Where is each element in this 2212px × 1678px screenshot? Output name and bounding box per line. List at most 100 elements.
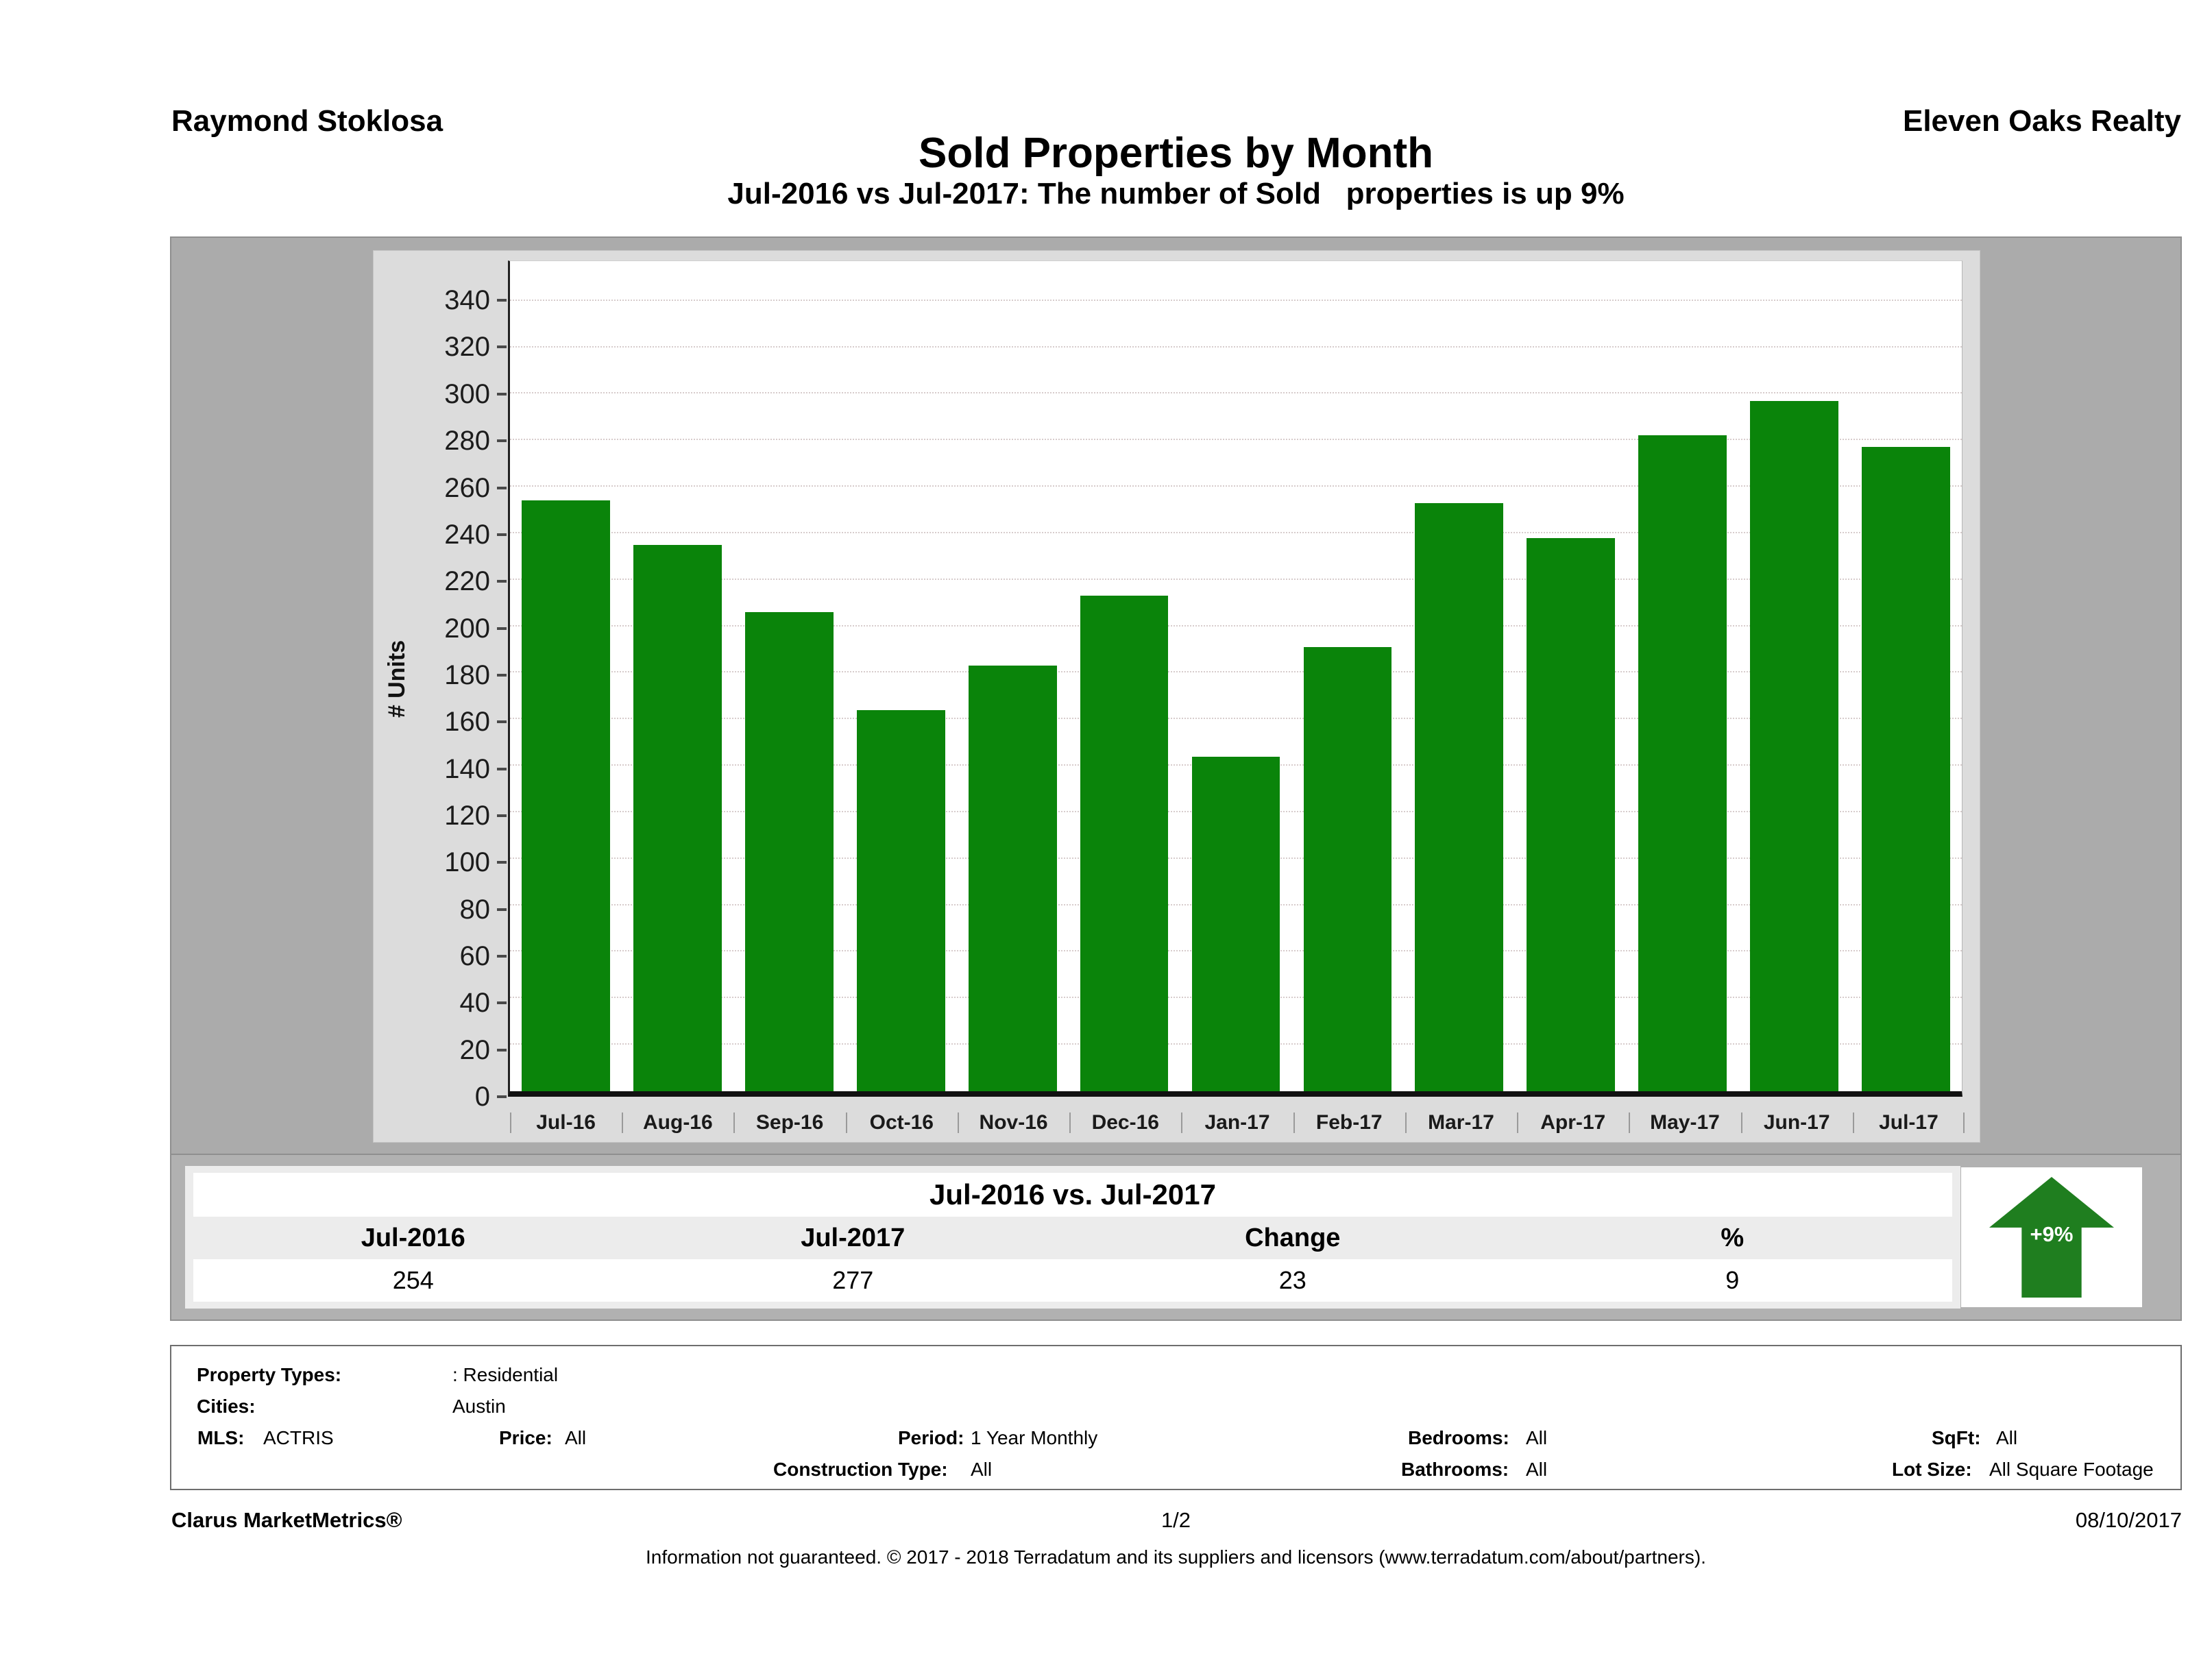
agent-name: Raymond Stoklosa [171,104,443,138]
y-tick-mark [497,439,507,443]
y-tick-label-340: 340 [444,285,490,316]
gridline-340 [510,299,1962,301]
y-tick-label-0: 0 [474,1082,490,1112]
summary-header-row: Jul-2016 Jul-2017 Change % [193,1217,1952,1259]
summary-val-jul2016: 254 [392,1266,434,1294]
price-value: All [565,1427,587,1448]
mls-label: MLS: [197,1427,245,1448]
bar-slot-Sep-16 [733,261,845,1091]
x-axis-labels: Jul-16 Aug-16 Sep-16 Oct-16 Nov-16 Dec-16 Jan-… [510,1106,1965,1139]
sqft-value: All [1996,1427,2018,1448]
y-tick-mark [497,1095,507,1098]
summary-col-percent: % [1721,1223,1745,1252]
summary-val-change: 23 [1278,1266,1306,1294]
x-tick-label-Dec-16: Dec-16 [1069,1106,1181,1139]
y-tick-mark [497,627,507,630]
gridline-200 [510,624,1962,627]
y-tick-mark [497,392,507,396]
lot-size-value: All Square Footage [1989,1459,2154,1480]
x-tick-label-Oct-16: Oct-16 [845,1106,958,1139]
y-tick-mark [497,486,507,489]
bar-slot-Jul-16 [510,261,622,1091]
bar-Feb-17 [1303,647,1392,1091]
bathrooms-value: All [1526,1459,1548,1480]
gridline-220 [510,578,1962,580]
bar-Aug-16 [633,544,722,1091]
bar-slot-Dec-16 [1069,261,1180,1091]
price-label: Price: [499,1427,552,1448]
cities-value: Austin [452,1396,506,1417]
summary-table: Jul-2016 vs. Jul-2017 Jul-2016 Jul-2017 … [185,1166,1960,1309]
sqft-label: SqFt: [1932,1427,1981,1448]
chart-panel: # Units 0 20 40 60 80 100 120 140 160 180 200 220 24… [373,250,1980,1143]
gridline-280 [510,439,1962,441]
y-tick-label-20: 20 [459,1034,491,1065]
bar-slot-Jan-17 [1180,261,1292,1091]
bar-Jul-17 [1862,447,1950,1091]
bar-Apr-17 [1527,537,1616,1091]
chart-container: # Units 0 20 40 60 80 100 120 140 160 180 200 220 24… [170,236,2182,1156]
gridline-180 [510,671,1962,673]
footer-brand: Clarus MarketMetrics® [171,1508,402,1532]
x-tick-label-Nov-16: Nov-16 [957,1106,1069,1139]
construction-type-value: All [971,1459,993,1480]
construction-type-label: Construction Type: [773,1459,948,1480]
bars [510,261,1962,1091]
y-tick-mark [497,954,507,958]
y-tick-label-100: 100 [444,847,490,878]
y-tick-mark [497,673,507,677]
bar-May-17 [1638,435,1727,1091]
y-axis-title-wrap: # Units [374,260,422,1097]
trend-label: +9% [2030,1222,2074,1246]
summary-col-jul2016: Jul-2016 [361,1223,465,1252]
bar-slot-Apr-17 [1515,261,1627,1091]
y-axis-labels: 0 20 40 60 80 100 120 140 160 180 200 220 240 260 280 3… [374,260,508,1112]
x-tick-label-Mar-17: Mar-17 [1405,1106,1517,1139]
bar-Jul-16 [522,500,610,1091]
bathrooms-label: Bathrooms: [1401,1459,1509,1480]
summary-col-jul2017: Jul-2017 [801,1223,906,1252]
bar-slot-Oct-16 [845,261,957,1091]
summary-val-percent: 9 [1725,1266,1740,1294]
gridline-160 [510,718,1962,720]
footer-date: 08/10/2017 [2075,1508,2182,1532]
y-tick-label-260: 260 [444,472,490,503]
cities-label: Cities: [197,1396,256,1417]
period-label: Period: [898,1427,964,1448]
trend-badge: +9% [1961,1167,2142,1307]
bar-slot-Jun-17 [1738,261,1850,1091]
company-name: Eleven Oaks Realty [1902,104,2181,138]
y-tick-label-300: 300 [444,378,490,409]
gridline-320 [510,345,1962,348]
y-tick-label-80: 80 [459,894,491,925]
y-tick-mark [497,814,507,817]
summary-value-row: 254 277 23 9 [193,1259,1952,1302]
filter-details: Property Types: : Residential Cities: Au… [170,1345,2182,1490]
bar-slot-Jul-17 [1850,261,1962,1091]
y-tick-label-200: 200 [444,613,490,644]
x-tick-label-Jul-17: Jul-17 [1852,1106,1965,1139]
bar-Oct-16 [856,709,945,1091]
bedrooms-value: All [1526,1427,1548,1448]
x-tick-label-Jul-16: Jul-16 [510,1106,622,1139]
x-tick-label-Apr-17: Apr-17 [1517,1106,1629,1139]
x-tick-label-Jan-17: Jan-17 [1181,1106,1293,1139]
y-tick-mark [497,580,507,583]
page-subtitle: Jul-2016 vs Jul-2017: The number of Sold… [727,177,1625,211]
summary-section: Jul-2016 vs. Jul-2017 Jul-2016 Jul-2017 … [170,1154,2182,1321]
page-title: Sold Properties by Month [919,130,1433,177]
gridline-240 [510,531,1962,533]
report-header: Sold Properties by Month Jul-2016 vs Jul… [170,130,2182,211]
y-tick-mark [497,1001,507,1005]
summary-col-change: Change [1245,1223,1341,1252]
period-value: 1 Year Monthly [971,1427,1098,1448]
gridline-260 [510,485,1962,487]
summary-val-jul2017: 277 [832,1266,874,1294]
y-tick-label-320: 320 [444,332,490,363]
y-tick-label-180: 180 [444,659,490,690]
property-types-value: : Residential [452,1364,559,1385]
y-tick-mark [497,299,507,302]
y-tick-mark [497,908,507,911]
summary-title: Jul-2016 vs. Jul-2017 [193,1173,1952,1217]
y-tick-mark [497,767,507,770]
